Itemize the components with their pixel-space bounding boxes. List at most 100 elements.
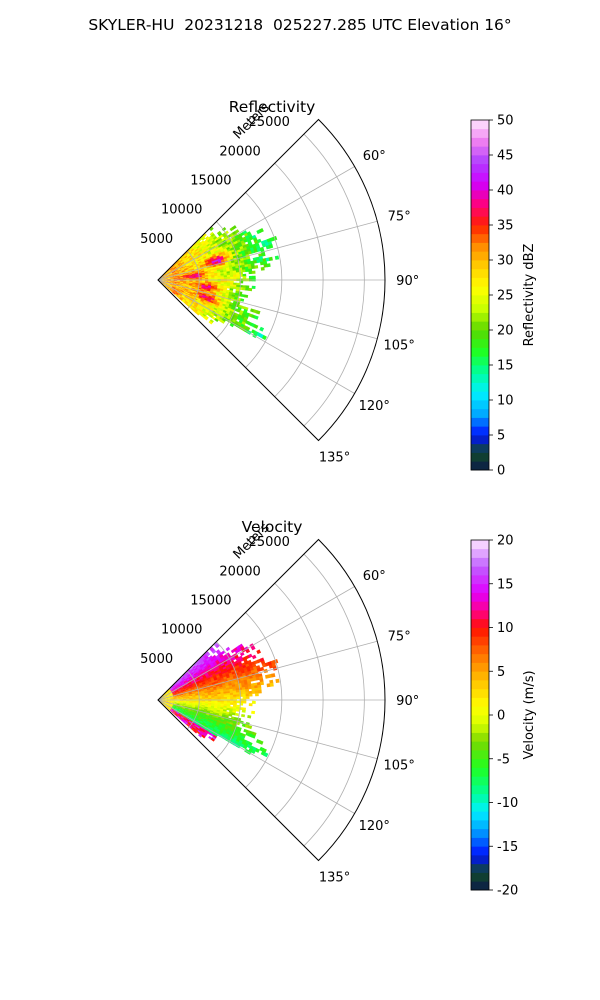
data-cell — [169, 687, 173, 690]
data-cell — [167, 287, 171, 290]
data-cell — [223, 691, 228, 694]
data-cell — [211, 701, 215, 704]
data-cell — [175, 713, 179, 716]
colorbar-tick-label: 10 — [497, 394, 514, 409]
data-cell — [162, 273, 166, 276]
data-cell — [225, 724, 230, 729]
data-cell — [172, 291, 176, 295]
data-cell — [185, 720, 189, 724]
data-cell — [186, 698, 190, 700]
data-cell — [220, 299, 225, 303]
data-cell — [184, 269, 189, 272]
data-cell — [175, 286, 180, 289]
data-cell — [197, 724, 201, 729]
data-cell — [192, 262, 196, 266]
data-cell — [208, 715, 213, 719]
data-cell — [251, 688, 256, 692]
data-cell — [185, 703, 190, 706]
range-tick-label: 25000 — [249, 535, 290, 550]
data-cell — [193, 266, 198, 269]
data-cell — [223, 693, 228, 696]
data-cell — [165, 705, 169, 709]
data-cell — [178, 257, 182, 261]
data-cell — [185, 287, 189, 290]
data-cell — [232, 317, 238, 322]
data-cell — [185, 707, 189, 710]
data-cell — [205, 262, 210, 266]
data-cell — [230, 694, 234, 698]
data-cell — [210, 726, 215, 730]
data-cell — [201, 280, 206, 282]
data-cell — [185, 714, 189, 718]
data-cell — [173, 262, 177, 266]
colorbar-tick-label: 0 — [497, 709, 505, 724]
data-cell — [253, 324, 259, 329]
data-cell — [187, 259, 191, 263]
data-cell — [203, 709, 208, 712]
data-cell — [203, 299, 208, 303]
data-cell — [169, 693, 173, 696]
data-cell — [194, 708, 199, 711]
data-cell — [256, 310, 261, 315]
data-cell — [201, 696, 206, 699]
data-cell — [173, 710, 177, 713]
data-cell — [177, 682, 181, 685]
data-cell — [178, 262, 182, 266]
data-cell — [175, 692, 180, 695]
data-cell — [204, 717, 209, 720]
data-cell — [170, 708, 175, 712]
data-cell — [189, 676, 193, 680]
data-cell — [170, 276, 174, 278]
data-cell — [176, 280, 181, 282]
data-cell — [217, 702, 222, 705]
data-cell — [170, 698, 175, 699]
data-cell — [189, 283, 193, 286]
data-cell — [196, 306, 201, 310]
data-cell — [186, 265, 191, 268]
data-cell — [231, 304, 236, 309]
data-cell — [192, 280, 197, 282]
colorbar-segment — [471, 846, 489, 856]
data-cell — [217, 275, 222, 278]
data-cell — [185, 293, 190, 297]
data-cell — [205, 293, 210, 296]
data-cell — [207, 306, 212, 310]
data-cell — [214, 274, 218, 277]
data-cell — [180, 716, 185, 720]
data-cell — [160, 281, 165, 283]
colorbar-tick-label: -20 — [497, 884, 518, 899]
data-cell — [236, 694, 240, 697]
data-cell — [176, 261, 181, 264]
data-cell — [173, 290, 177, 294]
data-cell — [179, 283, 184, 285]
data-cell — [184, 289, 188, 292]
data-cell — [202, 712, 207, 716]
data-cell — [187, 722, 192, 726]
data-cell — [182, 275, 187, 278]
data-cell — [176, 716, 181, 719]
data-cell — [209, 256, 214, 260]
data-cell — [196, 257, 201, 261]
data-cell — [172, 273, 177, 275]
data-cell — [189, 666, 193, 671]
data-cell — [190, 297, 195, 301]
data-cell — [232, 692, 237, 696]
data-cell — [178, 287, 183, 289]
data-cell — [220, 703, 225, 707]
data-cell — [213, 668, 218, 673]
theta-tick-label: 60° — [363, 149, 386, 164]
data-cell — [207, 671, 212, 676]
data-cell — [202, 676, 207, 679]
data-cell — [169, 705, 173, 708]
data-cell — [175, 707, 179, 710]
data-cell — [174, 682, 178, 686]
data-cell — [169, 686, 173, 690]
data-cell — [185, 294, 189, 298]
data-cell — [188, 256, 193, 260]
data-cell — [256, 259, 261, 264]
data-cell — [166, 275, 171, 277]
data-cell — [183, 711, 188, 714]
data-cell — [211, 276, 215, 278]
data-cell — [201, 253, 206, 257]
data-cell — [239, 280, 244, 284]
